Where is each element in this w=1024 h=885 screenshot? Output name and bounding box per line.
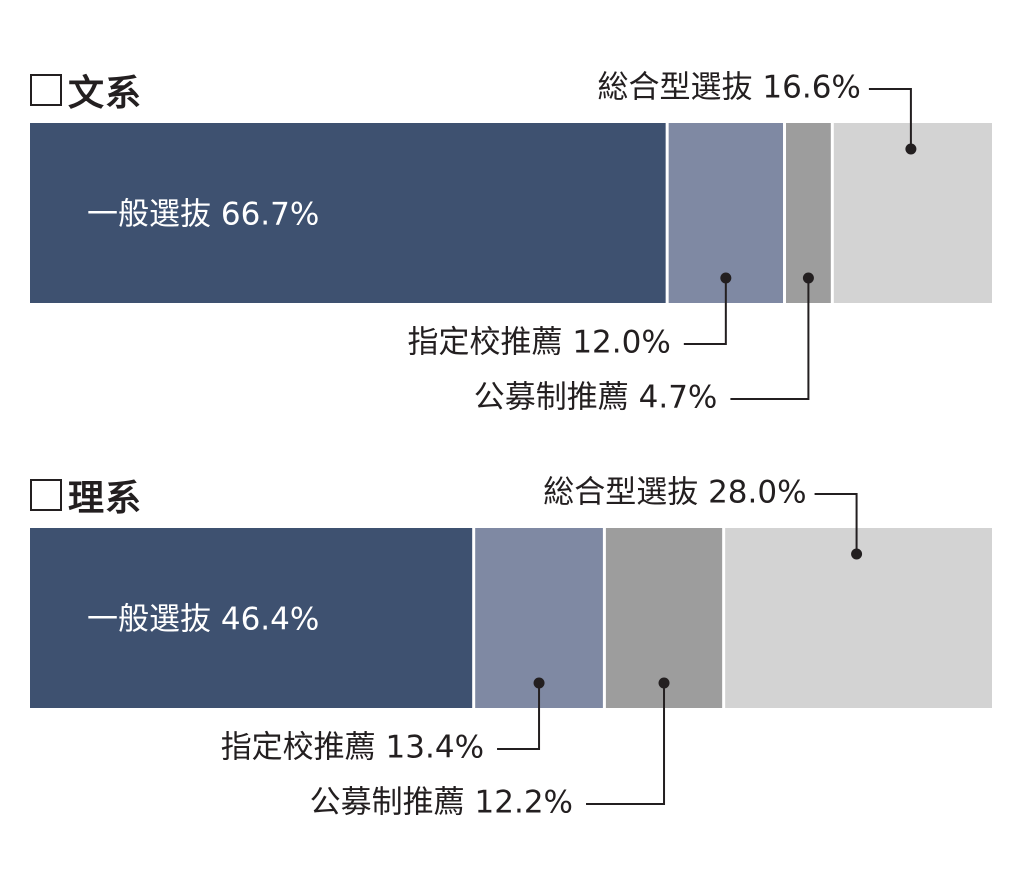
leader-line (586, 683, 666, 805)
leader-line (683, 278, 727, 345)
callout-label: 公募制推薦 12.2% (310, 785, 573, 821)
leader-line (814, 493, 858, 554)
callout-label: 公募制推薦 4.7% (474, 380, 718, 416)
chart-title-bunkei: 文系 (30, 64, 142, 116)
callout-label: 総合型選抜 16.6% (598, 70, 861, 106)
checkbox-square-icon (30, 479, 62, 511)
bar-data-label: 一般選抜 66.7% (87, 197, 319, 233)
leader-line (730, 278, 810, 400)
bar-segment (30, 528, 473, 708)
chart-title-rikei: 理系 (30, 469, 142, 521)
chart-title-text: 文系 (68, 73, 143, 114)
checkbox-square-icon (30, 74, 62, 106)
leader-line (868, 88, 912, 149)
callout-label: 総合型選抜 28.0% (543, 475, 806, 511)
chart-title-text: 理系 (68, 478, 143, 519)
callout-label: 指定校推薦 12.0% (407, 325, 670, 361)
bar-segment (30, 123, 666, 303)
callout-label: 指定校推薦 13.4% (221, 730, 484, 766)
bar-data-label: 一般選抜 46.4% (87, 602, 319, 638)
leader-line (497, 683, 541, 750)
